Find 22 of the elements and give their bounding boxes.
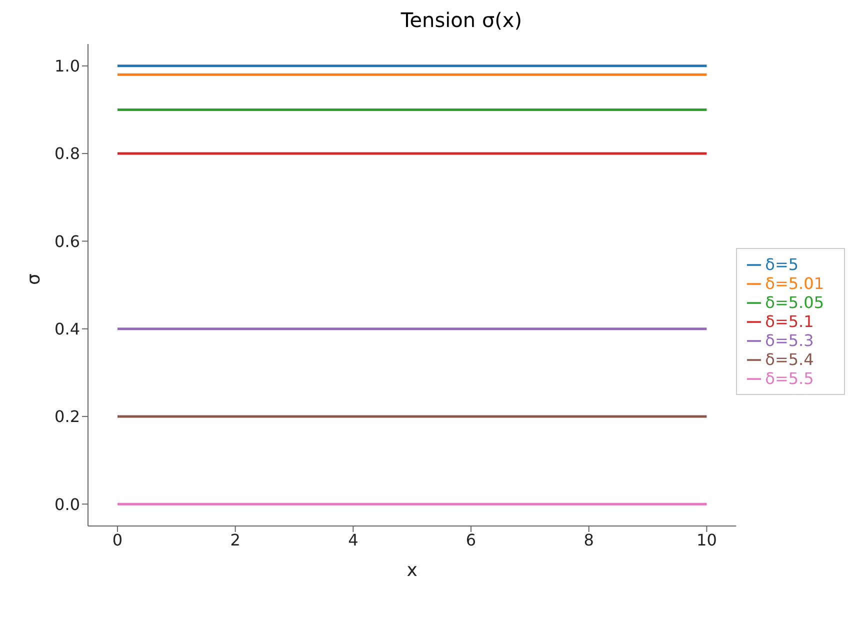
y-tick-label: 0.0	[54, 494, 80, 514]
chart-title: Tension σ(x)	[400, 8, 524, 34]
y-axis-title: σ	[23, 274, 44, 285]
x-tick-label: 10	[696, 530, 717, 550]
legend-label: δ=5.05	[765, 292, 824, 312]
x-tick-label: 2	[230, 530, 240, 550]
y-tick-label: 1.0	[54, 56, 80, 76]
legend-label: δ=5.5	[765, 368, 814, 388]
legend-label: δ=5.1	[765, 312, 814, 330]
x-tick-label: 6	[466, 530, 476, 550]
legend-label: δ=5.4	[765, 350, 814, 368]
x-tick-label: 0	[112, 530, 123, 550]
legend-label: δ=5.01	[765, 274, 824, 292]
y-tick-label: 0.8	[54, 144, 80, 164]
y-tick-label: 0.4	[54, 320, 80, 338]
x-tick-label: 8	[584, 530, 594, 550]
x-tick-label: 4	[348, 530, 358, 550]
y-tick-label: 0.6	[54, 232, 80, 251]
legend-label: δ=5	[765, 254, 799, 274]
x-axis-title: x	[406, 560, 418, 581]
y-tick-label: 0.2	[54, 407, 80, 426]
legend-label: δ=5.3	[765, 330, 814, 350]
